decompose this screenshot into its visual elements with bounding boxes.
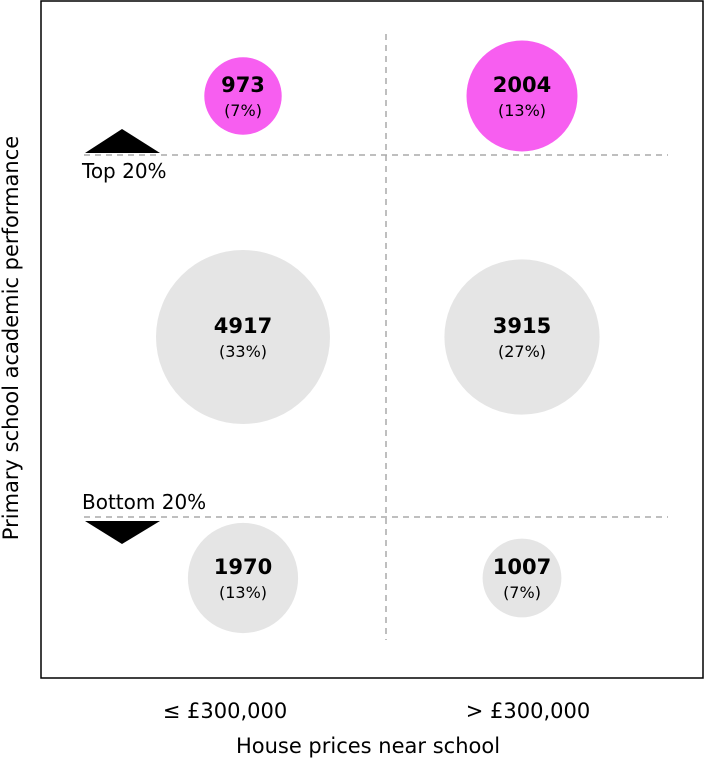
bubble-top-low-price [204, 57, 282, 135]
plot-frame [40, 0, 704, 679]
bubble-value-label: 1007 [493, 555, 551, 579]
bubble-bottom-low-price [187, 522, 299, 634]
x-tick-label: ≤ £300,000 [163, 699, 287, 723]
bubbles-group: 973 (7%) 2004 (13%) 4917 (33%) 3915 (27%) 1970 (1… [156, 40, 600, 634]
x-tick-label: > £300,000 [466, 699, 590, 723]
bubble-value-label: 973 [221, 73, 265, 97]
bubble-percent-label: (13%) [219, 583, 267, 602]
bubble-top-high-price [466, 40, 578, 152]
up-triangle-icon [85, 129, 160, 153]
top-threshold-label: Top 20% [81, 159, 167, 183]
bubble-percent-label: (27%) [498, 342, 546, 361]
x-axis-label: House prices near school [236, 734, 500, 758]
y-axis-label: Primary school academic performance [0, 136, 23, 540]
bubble-percent-label: (7%) [224, 101, 262, 120]
bubble-value-label: 1970 [214, 555, 272, 579]
bubble-percent-label: (13%) [498, 101, 546, 120]
bubble-percent-label: (33%) [219, 342, 267, 361]
bottom-threshold-label: Bottom 20% [82, 490, 206, 514]
bubble-middle-high-price [444, 259, 600, 415]
bubble-value-label: 4917 [214, 314, 272, 338]
bubble-percent-label: (7%) [503, 583, 541, 602]
down-triangle-icon [85, 521, 160, 544]
bubble-value-label: 2004 [493, 73, 551, 97]
bubble-middle-low-price [156, 250, 330, 424]
bubble-value-label: 3915 [493, 314, 551, 338]
bubble-bottom-high-price [482, 538, 562, 618]
